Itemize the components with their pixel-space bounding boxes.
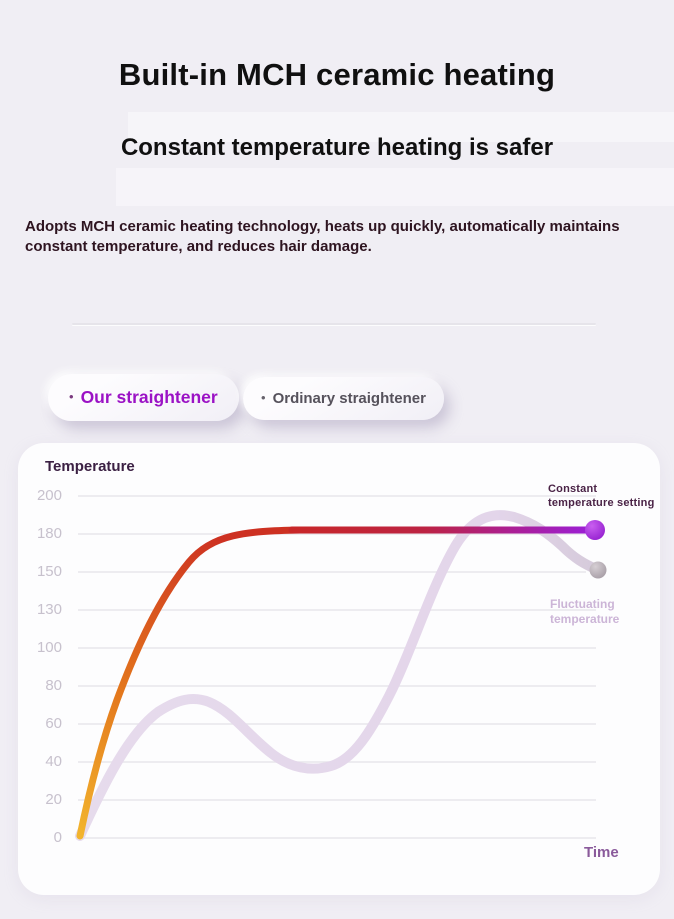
legend-ordinary-label: Ordinary straightener: [272, 390, 426, 407]
y-tick-40: 40: [45, 753, 62, 770]
fluctuating-temperature-line: [75, 510, 603, 841]
legend-chip-our-straightener[interactable]: • Our straightener: [48, 374, 239, 421]
y-tick-20: 20: [45, 791, 62, 808]
page-subtitle: Constant temperature heating is safer: [120, 134, 554, 161]
y-tick-150: 150: [36, 563, 62, 580]
annotation-constant-temperature: Constant temperature setting: [548, 483, 655, 509]
legend-chip-ordinary-straightener[interactable]: • Ordinary straightener: [243, 377, 444, 420]
divider-line: [72, 323, 596, 325]
x-axis-title: Time: [584, 844, 619, 861]
y-tick-200: 200: [36, 487, 62, 504]
y-tick-80: 80: [45, 677, 62, 694]
bullet-icon: •: [261, 390, 266, 405]
y-tick-100: 100: [36, 639, 62, 656]
constant-temperature-line-rise: [76, 526, 304, 840]
y-tick-60: 60: [45, 715, 62, 732]
y-tick-0: 0: [53, 829, 62, 846]
y-tick-180: 180: [36, 525, 62, 542]
chart-card: [18, 443, 660, 895]
gray-endpoint-dot: [589, 561, 607, 579]
legend-our-label: Our straightener: [80, 387, 218, 407]
gridlines: [78, 495, 596, 839]
bullet-icon: •: [69, 389, 74, 404]
page-title: Built-in MCH ceramic heating: [118, 57, 556, 92]
y-axis-title: Temperature: [45, 458, 135, 475]
y-tick-130: 130: [36, 601, 62, 618]
purple-endpoint-dot: [585, 520, 605, 540]
annotation-fluctuating-temperature: Fluctuating temperature: [550, 597, 620, 626]
description-text: Adopts MCH ceramic heating technology, h…: [25, 218, 620, 255]
